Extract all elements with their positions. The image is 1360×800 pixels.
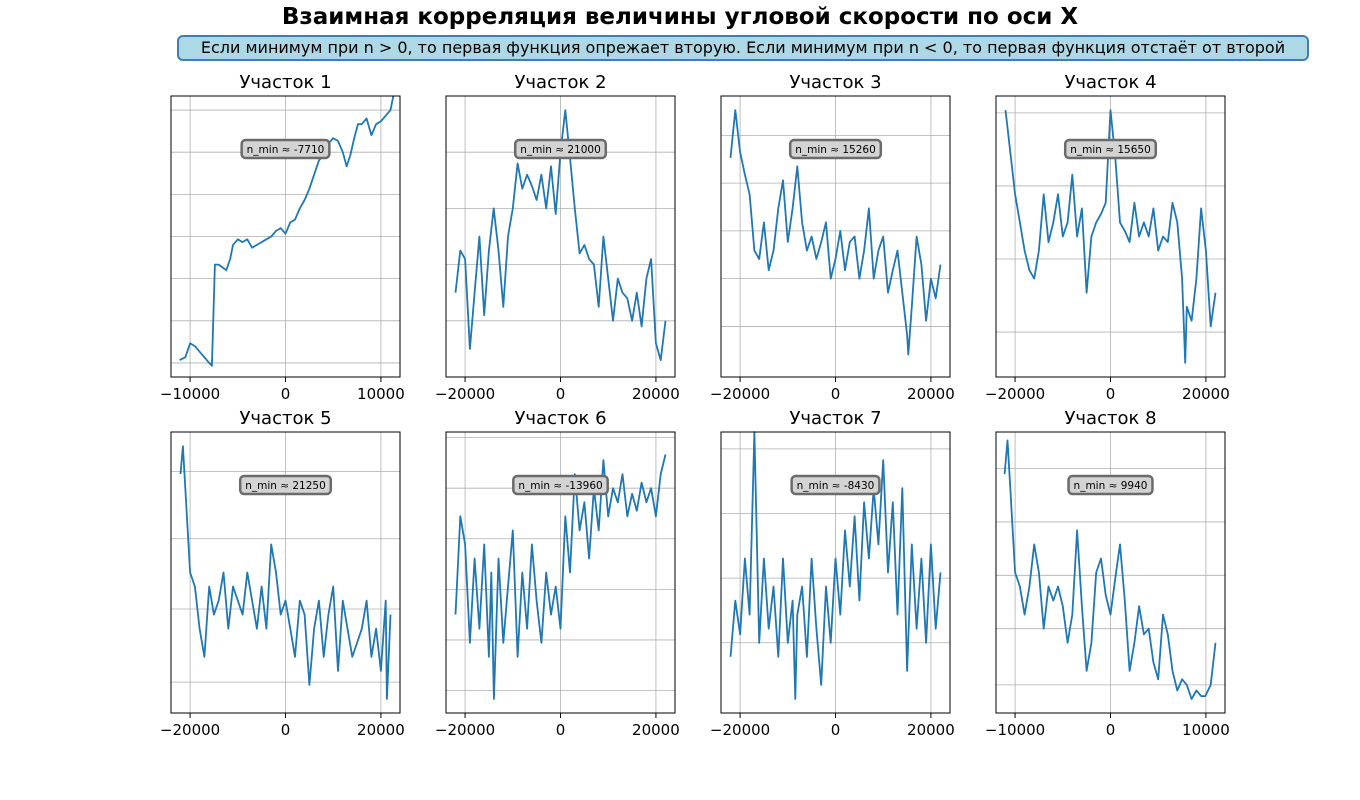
x-tick-label: 20000: [357, 721, 405, 739]
x-tick-label: 20000: [1182, 385, 1230, 403]
min-annotation-box: [788, 138, 883, 160]
x-tick-label: −20000: [160, 721, 220, 739]
explanation-note: Если минимум при n > 0, то первая функци…: [177, 35, 1309, 61]
min-annotation-box: [238, 474, 333, 496]
x-tick-label: 10000: [357, 385, 405, 403]
min-annotation: n_min ≈ -8430: [790, 474, 881, 496]
min-annotation-box: [1063, 138, 1158, 160]
min-annotation-text: n_min ≈ 9940: [1074, 480, 1148, 492]
x-tick-label: 20000: [632, 385, 680, 403]
x-tick-label: −10000: [160, 385, 220, 403]
x-tick-label: 0: [1106, 721, 1116, 739]
min-annotation: n_min ≈ -7710: [240, 138, 331, 160]
min-annotation-text: n_min ≈ 15260: [795, 144, 876, 156]
x-tick-label: 20000: [632, 721, 680, 739]
subplot-4: −20000 0 20000 Участок 4 n_min ≈ 15650: [985, 72, 1230, 403]
subplot-1: −10000 0 10000 Участок 1 n_min ≈ -7710: [160, 72, 405, 403]
x-tick-label: −20000: [710, 385, 770, 403]
x-tick-label: −20000: [985, 385, 1045, 403]
x-tick-label: −20000: [435, 721, 495, 739]
min-annotation: n_min ≈ 9940: [1067, 474, 1154, 496]
subplot-title: Участок 2: [514, 72, 606, 93]
min-annotation-box: [240, 138, 331, 160]
x-tick-label: 0: [1106, 385, 1116, 403]
min-annotation-text: n_min ≈ 21250: [245, 480, 326, 492]
x-tick-label: 0: [556, 385, 566, 403]
subplot-title: Участок 8: [1064, 408, 1156, 429]
x-tick-label: 0: [831, 721, 841, 739]
min-annotation-box: [1067, 474, 1154, 496]
x-tick-label: 10000: [1182, 721, 1230, 739]
subplot-title: Участок 5: [239, 408, 331, 429]
min-annotation-box: [790, 474, 881, 496]
series-line: [729, 109, 942, 356]
subplot-2: −20000 0 20000 Участок 2 n_min ≈ 21000: [435, 72, 680, 403]
series-line: [179, 95, 395, 367]
x-tick-label: −20000: [710, 721, 770, 739]
min-annotation: n_min ≈ -13960: [512, 474, 609, 496]
series-line: [729, 431, 942, 700]
min-annotation-text: n_min ≈ -7710: [247, 144, 325, 156]
min-annotation: n_min ≈ 15650: [1063, 138, 1158, 160]
min-annotation: n_min ≈ 21250: [238, 474, 333, 496]
subplot-8: −10000 0 10000 Участок 8 n_min ≈ 9940: [985, 408, 1230, 739]
subplot-3: −20000 0 20000 Участок 3 n_min ≈ 15260: [710, 72, 955, 403]
min-annotation-text: n_min ≈ 21000: [520, 144, 601, 156]
series-line: [454, 454, 667, 700]
subplot-6: −20000 0 20000 Участок 6 n_min ≈ -13960: [435, 408, 680, 739]
subplot-title: Участок 1: [239, 72, 331, 93]
x-tick-label: 0: [281, 385, 291, 403]
x-tick-label: 20000: [907, 385, 955, 403]
x-tick-label: 0: [281, 721, 291, 739]
subplot-title: Участок 7: [789, 408, 881, 429]
subplot-7: −20000 0 20000 Участок 7 n_min ≈ -8430: [710, 408, 955, 739]
series-line: [1004, 109, 1217, 364]
series-line: [1003, 439, 1217, 700]
subplot-title: Участок 4: [1064, 72, 1156, 93]
min-annotation-box: [512, 474, 609, 496]
subplot-title: Участок 3: [789, 72, 881, 93]
min-annotation-text: n_min ≈ 15650: [1070, 144, 1151, 156]
chart-figure-title: Взаимная корреляция величины угловой ско…: [281, 4, 1079, 30]
min-annotation-text: n_min ≈ -8430: [797, 480, 875, 492]
x-tick-label: −10000: [985, 721, 1045, 739]
x-tick-label: 20000: [907, 721, 955, 739]
min-annotation: n_min ≈ 15260: [788, 138, 883, 160]
x-tick-label: −20000: [435, 385, 495, 403]
min-annotation: n_min ≈ 21000: [513, 138, 608, 160]
min-annotation-text: n_min ≈ -13960: [518, 480, 602, 492]
series-line: [179, 445, 392, 700]
subplot-5: −20000 0 20000 Участок 5 n_min ≈ 21250: [160, 408, 405, 739]
x-tick-label: 0: [831, 385, 841, 403]
subplot-title: Участок 6: [514, 408, 606, 429]
min-annotation-box: [513, 138, 608, 160]
x-tick-label: 0: [556, 721, 566, 739]
